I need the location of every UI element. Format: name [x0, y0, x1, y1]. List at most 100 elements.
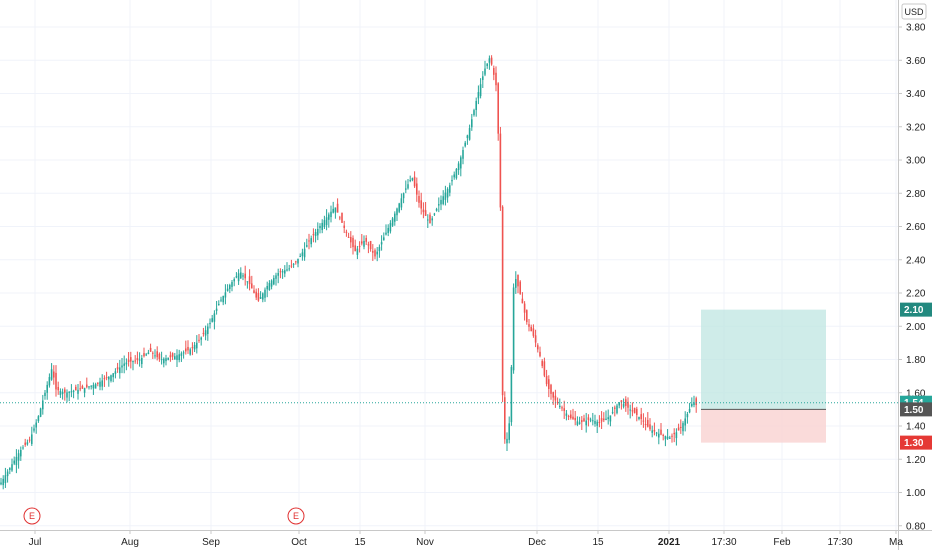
x-tick-label: Jul — [29, 537, 42, 548]
candle — [290, 259, 293, 269]
candle — [444, 185, 447, 206]
y-tick-label: 3.60 — [906, 56, 926, 67]
candle — [530, 324, 532, 332]
stop-zone[interactable] — [701, 409, 826, 443]
candle — [101, 374, 103, 391]
candle — [266, 281, 268, 298]
candle — [422, 202, 425, 219]
candle — [198, 333, 200, 343]
candle — [618, 402, 620, 409]
y-tick-label: 1.60 — [906, 388, 926, 399]
candle — [614, 405, 616, 417]
candle — [396, 207, 398, 221]
candle — [583, 414, 585, 422]
candle — [592, 412, 594, 426]
candle — [224, 284, 227, 305]
candle — [328, 212, 330, 228]
currency-text: USD — [904, 7, 924, 17]
candle — [103, 375, 106, 387]
target-zone[interactable] — [701, 309, 826, 410]
candle — [171, 352, 174, 361]
candle — [358, 241, 361, 253]
candle — [523, 301, 526, 321]
candle — [251, 275, 253, 289]
candle — [446, 187, 449, 203]
earnings-marker[interactable]: E — [287, 507, 305, 525]
candle — [581, 416, 583, 431]
candle — [468, 124, 471, 141]
candle — [240, 267, 242, 280]
candle — [484, 60, 486, 77]
candle — [473, 108, 475, 117]
candle — [574, 410, 576, 426]
candle — [295, 260, 297, 265]
candle — [13, 456, 15, 466]
candle — [570, 410, 572, 420]
candle — [407, 178, 409, 190]
candle — [603, 412, 605, 423]
earnings-marker[interactable]: E — [23, 507, 41, 525]
candle — [565, 410, 568, 421]
candle — [451, 175, 453, 186]
candle — [559, 398, 561, 409]
candle — [125, 358, 128, 371]
y-tick-label: 2.40 — [906, 255, 926, 266]
candle — [31, 426, 33, 446]
candle — [372, 244, 374, 261]
time-axis[interactable]: Jul Aug Sep Oct 15 Nov Dec 15 2021 17:30 Feb 17:30 M… — [29, 530, 904, 548]
y-tick-label: 1.40 — [906, 422, 926, 433]
candle — [28, 436, 31, 443]
candle — [147, 349, 150, 355]
candle — [517, 274, 519, 294]
candle — [336, 198, 339, 213]
candle — [490, 55, 493, 66]
x-tick-label: 17:30 — [827, 537, 852, 548]
candle — [314, 228, 317, 243]
candle — [332, 201, 334, 214]
candle — [141, 354, 143, 368]
candle — [629, 404, 631, 419]
candle — [180, 351, 183, 362]
candle — [235, 272, 238, 279]
candle — [585, 412, 587, 433]
candle — [528, 319, 530, 332]
candle — [132, 360, 134, 371]
candle — [554, 389, 557, 408]
candle — [695, 396, 697, 413]
candle — [620, 400, 623, 410]
candle — [497, 82, 499, 141]
candle — [389, 220, 392, 234]
candle — [400, 193, 403, 211]
candle — [398, 202, 400, 214]
candle — [440, 195, 442, 211]
svg-text:E: E — [293, 511, 299, 521]
price-axis[interactable]: 3.80 3.60 3.40 3.20 3.00 2.80 2.60 2.40 2.20 2.00… — [898, 23, 926, 533]
svg-text:2.10: 2.10 — [904, 305, 924, 316]
candle — [6, 469, 9, 483]
y-tick-label: 3.00 — [906, 156, 926, 167]
candle — [394, 211, 396, 226]
candle — [589, 417, 592, 423]
candle — [367, 241, 370, 254]
candle — [501, 205, 504, 403]
candle — [284, 265, 286, 278]
candle — [306, 238, 308, 248]
y-tick-label: 1.00 — [906, 488, 926, 499]
candle — [134, 355, 136, 364]
candle — [510, 364, 513, 426]
candle — [453, 171, 455, 180]
candle — [191, 342, 194, 356]
candle — [537, 343, 539, 353]
candle — [77, 383, 79, 400]
candle — [504, 391, 506, 444]
y-tick-label: 2.20 — [906, 289, 926, 300]
candle — [429, 212, 431, 224]
candle — [257, 288, 260, 302]
candle — [508, 416, 510, 444]
x-tick-label: 15 — [354, 537, 366, 548]
candle — [350, 231, 352, 249]
candle — [594, 414, 596, 427]
candle — [286, 262, 288, 272]
candle — [655, 431, 658, 437]
